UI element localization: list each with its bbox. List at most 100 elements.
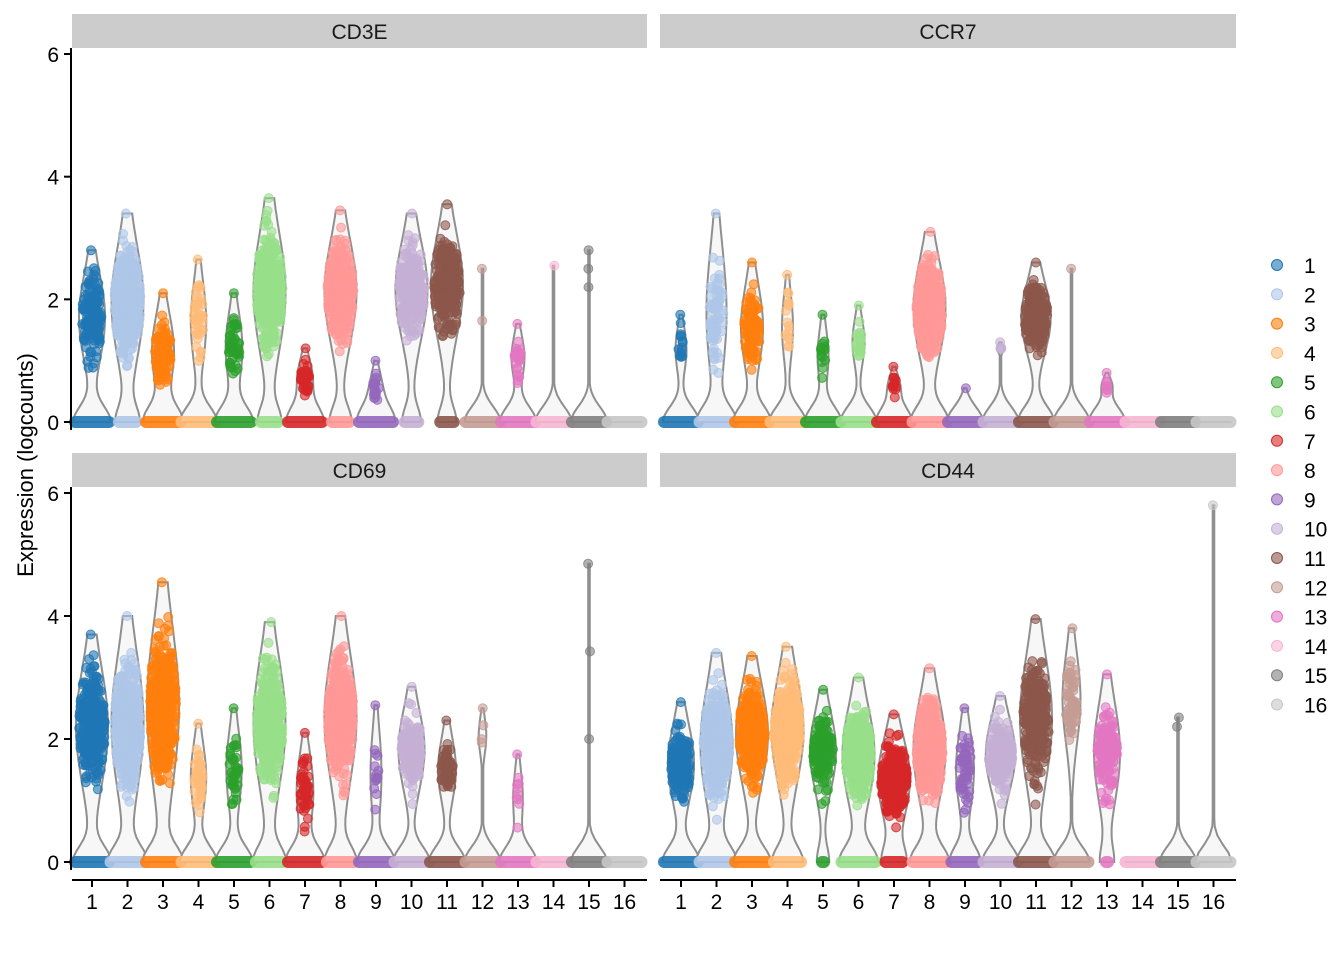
data-point [161,713,170,722]
data-point [420,284,429,293]
data-point [264,680,273,689]
data-point [413,275,422,284]
cluster-9 [357,356,395,422]
data-point [856,336,865,345]
data-point [151,647,160,656]
data-point [113,717,122,726]
data-point [193,330,202,339]
data-point [783,270,792,279]
data-point [196,284,205,293]
data-point [157,578,166,587]
data-point [151,768,160,777]
data-point [443,200,452,209]
data-point [300,822,309,831]
data-point [436,324,445,333]
data-point [785,342,794,351]
data-point [196,348,205,357]
data-point [229,369,238,378]
data-point [371,356,380,365]
data-point [87,246,96,255]
data-point [161,666,170,675]
cluster-4 [769,270,805,422]
data-point [123,361,132,370]
data-point [131,277,140,286]
cluster-3 [143,289,183,422]
data-point [1025,344,1034,353]
data-point [87,304,96,313]
data-point [440,289,449,298]
data-point [1023,327,1032,336]
data-point [272,337,281,346]
data-point [154,360,163,369]
data-point [749,280,758,289]
cluster-5 [805,310,841,422]
data-point [408,209,417,218]
data-point [450,296,459,305]
data-point [709,253,718,262]
data-point [229,348,238,357]
facet-panel: CCR7 [660,14,1236,422]
data-point [119,735,128,744]
data-point [257,310,266,319]
data-point [195,808,204,817]
data-point [1028,295,1037,304]
cluster-1 [73,630,111,862]
violin [1054,269,1090,422]
data-point [113,315,122,324]
data-point [122,755,131,764]
data-point [1034,335,1043,344]
data-point [131,721,140,730]
data-point [135,292,144,301]
data-point [129,338,138,347]
cluster-9 [947,384,983,422]
data-point [81,336,90,345]
data-point [148,737,157,746]
data-point [712,319,721,328]
data-point [118,341,127,350]
data-point [116,261,125,270]
data-point [303,754,312,763]
data-point [90,280,99,289]
data-point [510,351,519,360]
data-point [257,250,266,259]
data-point [272,763,281,772]
data-point [920,329,929,338]
data-point [158,775,167,784]
data-point [301,344,310,353]
data-point [818,373,827,382]
data-point [263,265,272,274]
data-point [337,223,346,232]
data-point [159,289,168,298]
data-point [440,237,449,246]
data-point [121,209,130,218]
data-point [416,312,425,321]
data-point [584,246,593,255]
data-point [161,748,170,757]
cluster-4 [180,719,217,862]
data-point [256,713,265,722]
data-point [324,305,333,314]
data-point [961,384,970,393]
data-point [264,704,273,713]
data-point [1067,264,1076,273]
cluster-6 [252,618,286,862]
data-point [89,293,98,302]
data-point [676,310,685,319]
data-point [745,297,754,306]
cluster-7 [286,728,325,862]
data-point [336,206,345,215]
data-point [160,696,169,705]
data-point [81,291,90,300]
data-point [155,351,164,360]
data-point [92,777,101,786]
data-point [451,279,460,288]
data-point [1102,368,1111,377]
data-point [164,613,173,622]
data-point [1031,258,1040,267]
data-point [197,766,206,775]
cluster-11 [1018,258,1054,422]
data-point [194,304,203,313]
cluster-13 [1089,368,1125,422]
facet-title: CD69 [333,460,387,483]
